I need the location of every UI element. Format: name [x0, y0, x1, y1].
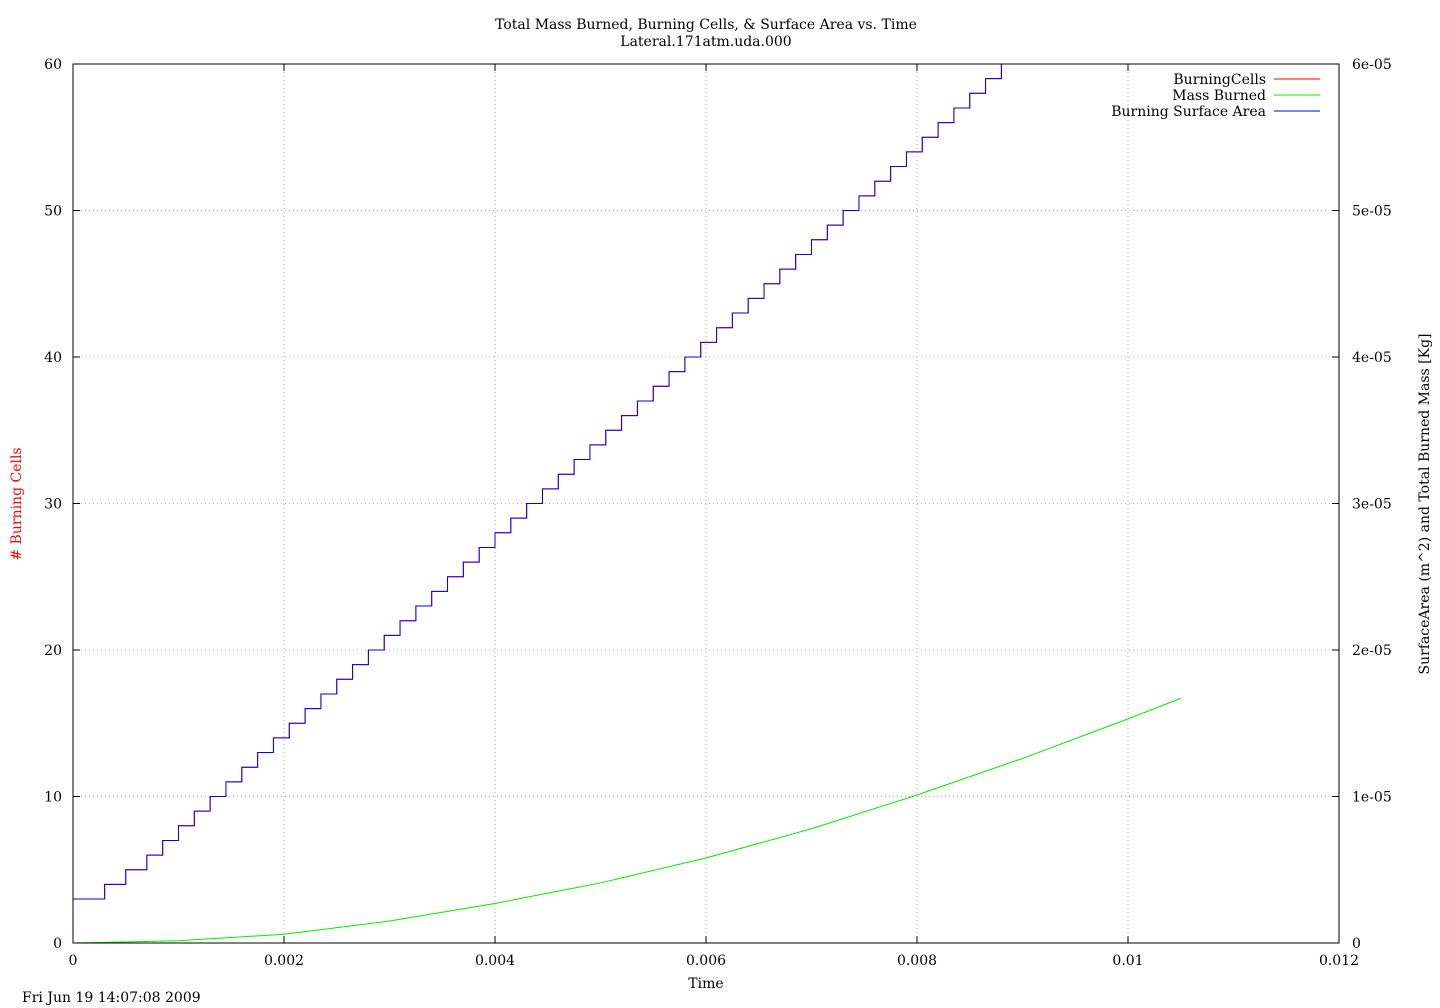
- x-tick-label: 0: [69, 953, 78, 969]
- y-right-tick-label: 5e-05: [1352, 204, 1392, 220]
- x-tick-label: 0.008: [897, 953, 937, 969]
- y-left-tick-label: 60: [44, 57, 62, 73]
- y-left-tick-label: 10: [44, 790, 62, 806]
- x-tick-label: 0.004: [475, 953, 515, 969]
- x-tick-label: 0.002: [264, 953, 304, 969]
- y-right-tick-label: 6e-05: [1352, 57, 1392, 73]
- y-left-tick-label: 30: [44, 497, 62, 513]
- chart-title: Total Mass Burned, Burning Cells, & Surf…: [495, 17, 917, 33]
- x-axis-label: Time: [688, 976, 723, 992]
- y-right-tick-label: 2e-05: [1352, 643, 1392, 659]
- y-right-tick-label: 1e-05: [1352, 790, 1392, 806]
- y-axis-left-label: # Burning Cells: [9, 447, 25, 560]
- legend-label-burning-surface-area: Burning Surface Area: [1111, 104, 1266, 120]
- y-axis-right-ticks: 0 1e-05 2e-05 3e-05 4e-05 5e-05 6e-05: [1332, 57, 1392, 952]
- plot-series: [72, 63, 1181, 944]
- y-left-tick-label: 0: [53, 936, 62, 952]
- series-burning-surface-area-line: [73, 63, 1181, 900]
- x-tick-label: 0.006: [686, 953, 726, 969]
- chart-subtitle: Lateral.171atm.uda.000: [620, 34, 791, 50]
- legend-label-burningcells: BurningCells: [1173, 72, 1266, 88]
- y-axis-left-ticks: 0 10 20 30 40 50 60: [44, 57, 80, 952]
- grid: [73, 64, 1339, 943]
- y-left-tick-label: 20: [44, 643, 62, 659]
- x-tick-label: 0.01: [1112, 953, 1143, 969]
- y-right-tick-label: 0: [1352, 936, 1361, 952]
- series-burningcells-line: [73, 63, 1181, 900]
- y-left-tick-label: 50: [44, 204, 62, 220]
- y-right-tick-label: 4e-05: [1352, 350, 1392, 366]
- timestamp: Fri Jun 19 14:07:08 2009: [22, 990, 201, 1006]
- y-axis-right-label: SurfaceArea (m^2) and Total Burned Mass …: [1417, 333, 1433, 674]
- x-tick-label: 0.012: [1319, 953, 1359, 969]
- y-left-tick-label: 40: [44, 350, 62, 366]
- legend-label-mass-burned: Mass Burned: [1172, 88, 1266, 104]
- y-right-tick-label: 3e-05: [1352, 497, 1392, 513]
- x-axis-ticks: 0 0.002 0.004 0.006 0.008 0.01 0.012: [69, 64, 1359, 969]
- series-mass-burned-line: [72, 697, 1181, 944]
